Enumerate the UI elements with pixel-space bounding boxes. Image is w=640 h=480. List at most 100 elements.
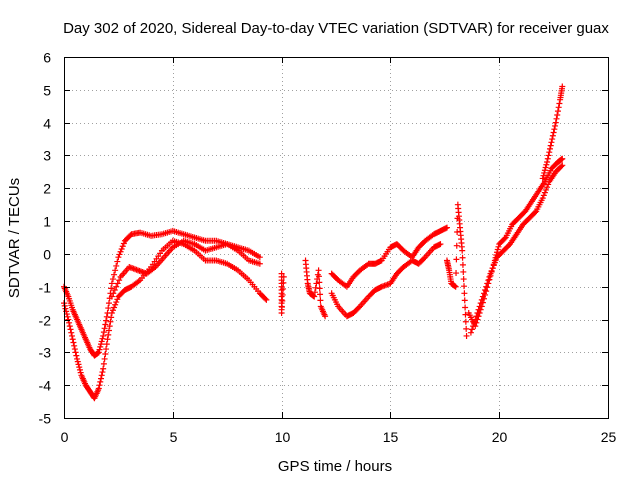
series-mid-day-arc-b <box>328 241 444 320</box>
data-point <box>100 360 107 367</box>
data-point <box>76 364 83 371</box>
data-point <box>97 375 104 382</box>
data-point <box>317 297 324 304</box>
data-point <box>110 290 117 297</box>
x-tick-label: 20 <box>492 429 508 445</box>
data-point <box>67 326 74 333</box>
data-point <box>108 293 115 300</box>
data-point <box>460 268 467 275</box>
data-point <box>554 111 561 118</box>
data-point <box>68 329 75 336</box>
data-point <box>280 273 287 280</box>
data-point <box>262 295 269 302</box>
data-point <box>559 155 566 162</box>
data-point <box>118 245 125 252</box>
data-point <box>115 254 122 261</box>
data-point <box>66 323 73 330</box>
data-point <box>548 139 555 146</box>
data-point <box>74 358 81 365</box>
data-point <box>544 184 551 191</box>
data-point <box>116 277 123 284</box>
y-tick-label: 1 <box>43 214 51 230</box>
data-point <box>279 297 286 304</box>
data-points <box>61 83 566 402</box>
data-point <box>256 254 263 261</box>
data-point <box>315 267 322 274</box>
data-point <box>316 285 323 292</box>
y-tick-label: 5 <box>43 83 51 99</box>
data-point <box>97 341 104 348</box>
y-tick-label: 3 <box>43 148 51 164</box>
data-point <box>317 291 324 298</box>
data-point <box>116 251 123 258</box>
data-point <box>72 349 79 356</box>
data-point <box>117 248 124 255</box>
data-point <box>542 186 549 193</box>
data-point <box>453 256 460 263</box>
data-point <box>120 240 127 247</box>
data-point <box>437 241 444 248</box>
data-point <box>113 283 120 290</box>
data-point <box>69 336 76 343</box>
data-point <box>76 366 83 373</box>
data-point <box>107 318 114 325</box>
data-point <box>95 385 102 392</box>
data-point <box>64 313 71 320</box>
data-point <box>480 290 487 297</box>
series-mid-day-arc-a <box>328 224 450 290</box>
data-point <box>552 119 559 126</box>
x-tick-label: 15 <box>383 429 399 445</box>
data-point <box>550 129 557 136</box>
data-point <box>105 305 112 312</box>
data-point <box>315 273 322 280</box>
data-point <box>463 332 470 339</box>
data-point <box>99 369 106 376</box>
data-point <box>489 265 496 272</box>
data-point <box>311 289 318 296</box>
data-point <box>114 258 121 265</box>
data-point <box>545 181 552 188</box>
data-point <box>459 247 466 254</box>
plot-frame <box>64 57 609 419</box>
data-point <box>100 329 107 336</box>
data-point <box>501 235 508 242</box>
data-point <box>478 296 485 303</box>
data-point <box>477 300 484 307</box>
data-point <box>113 299 120 306</box>
data-point <box>461 290 468 297</box>
data-point <box>100 332 107 339</box>
data-point <box>102 321 109 328</box>
data-point <box>96 346 103 353</box>
data-point <box>461 283 468 290</box>
data-point <box>70 339 77 346</box>
data-point <box>482 287 489 294</box>
data-point <box>544 159 551 166</box>
data-point <box>539 175 546 182</box>
data-point <box>106 323 113 330</box>
data-point <box>470 323 477 330</box>
data-point <box>108 280 115 287</box>
data-point <box>556 100 563 107</box>
data-point <box>459 261 466 268</box>
series-points-near-17-5-18-5-h <box>443 201 470 339</box>
data-point <box>316 279 323 286</box>
data-point <box>558 163 565 170</box>
data-point <box>549 132 556 139</box>
data-point <box>540 192 547 199</box>
chart-title: Day 302 of 2020, Sidereal Day-to-day VTE… <box>63 20 609 37</box>
data-point <box>546 149 553 156</box>
data-point <box>256 260 263 267</box>
data-point <box>541 169 548 176</box>
data-point <box>492 256 499 263</box>
data-point <box>279 291 286 298</box>
x-tick-label: 25 <box>601 429 617 445</box>
data-point <box>472 316 479 323</box>
data-point <box>280 285 287 292</box>
data-point <box>453 270 460 277</box>
data-point <box>97 343 104 350</box>
data-point <box>540 172 547 179</box>
x-tick-label: 10 <box>275 429 291 445</box>
y-tick-label: -2 <box>39 313 52 329</box>
y-tick-label: -5 <box>39 411 52 427</box>
